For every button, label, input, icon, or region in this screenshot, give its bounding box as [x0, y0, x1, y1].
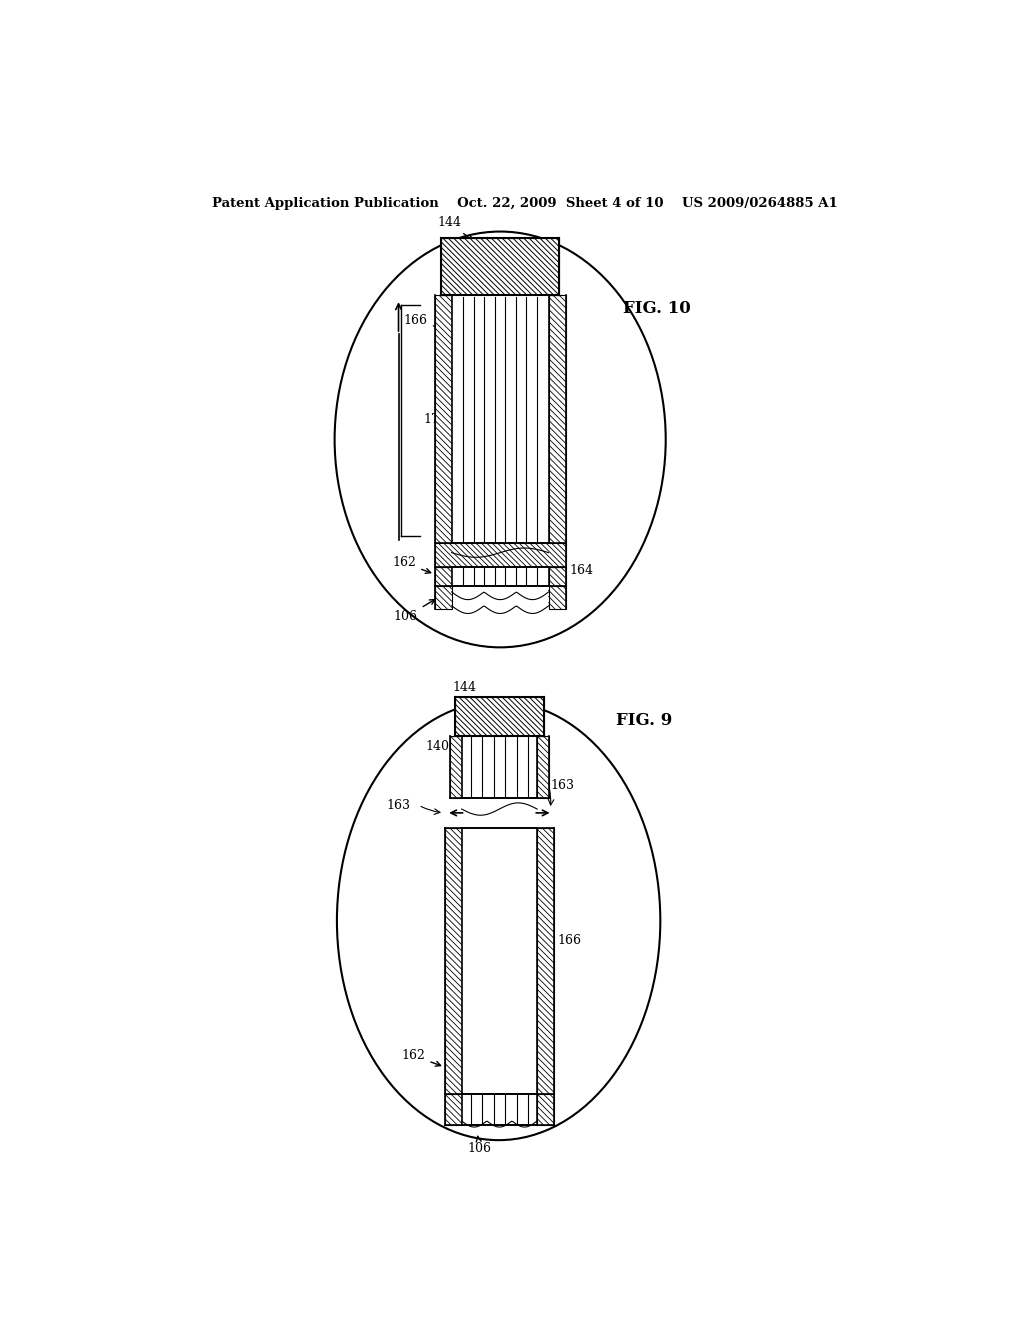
Bar: [435, 544, 565, 566]
Text: Patent Application Publication    Oct. 22, 2009  Sheet 4 of 10    US 2009/026488: Patent Application Publication Oct. 22, …: [212, 197, 838, 210]
Bar: [441, 239, 559, 296]
Text: 162: 162: [401, 1049, 440, 1067]
Text: FIG. 10: FIG. 10: [624, 300, 691, 317]
Bar: [538, 737, 549, 797]
Bar: [462, 1094, 538, 1125]
Bar: [549, 296, 565, 544]
Text: 163: 163: [386, 799, 410, 812]
Bar: [444, 1094, 462, 1125]
Text: 163: 163: [550, 779, 574, 792]
Bar: [435, 296, 452, 544]
Bar: [435, 566, 452, 586]
Text: 166: 166: [403, 314, 447, 331]
Text: 174: 174: [423, 413, 447, 426]
Bar: [444, 829, 462, 1094]
Text: 106: 106: [394, 599, 435, 623]
Bar: [435, 586, 452, 609]
Text: 144: 144: [437, 216, 473, 240]
Bar: [549, 586, 565, 609]
Text: 166: 166: [481, 933, 582, 966]
Text: 106: 106: [468, 1137, 492, 1155]
Text: 164: 164: [557, 564, 594, 578]
Text: 144: 144: [453, 681, 476, 704]
Text: 162: 162: [392, 557, 431, 573]
Bar: [452, 296, 549, 544]
Bar: [455, 697, 544, 737]
Bar: [452, 566, 549, 586]
Bar: [549, 566, 565, 586]
Bar: [462, 829, 538, 1094]
Text: 140: 140: [425, 739, 458, 756]
Bar: [538, 829, 554, 1094]
Bar: [538, 1094, 554, 1125]
Bar: [462, 737, 538, 797]
Text: FIG. 9: FIG. 9: [615, 711, 672, 729]
Bar: [451, 737, 462, 797]
